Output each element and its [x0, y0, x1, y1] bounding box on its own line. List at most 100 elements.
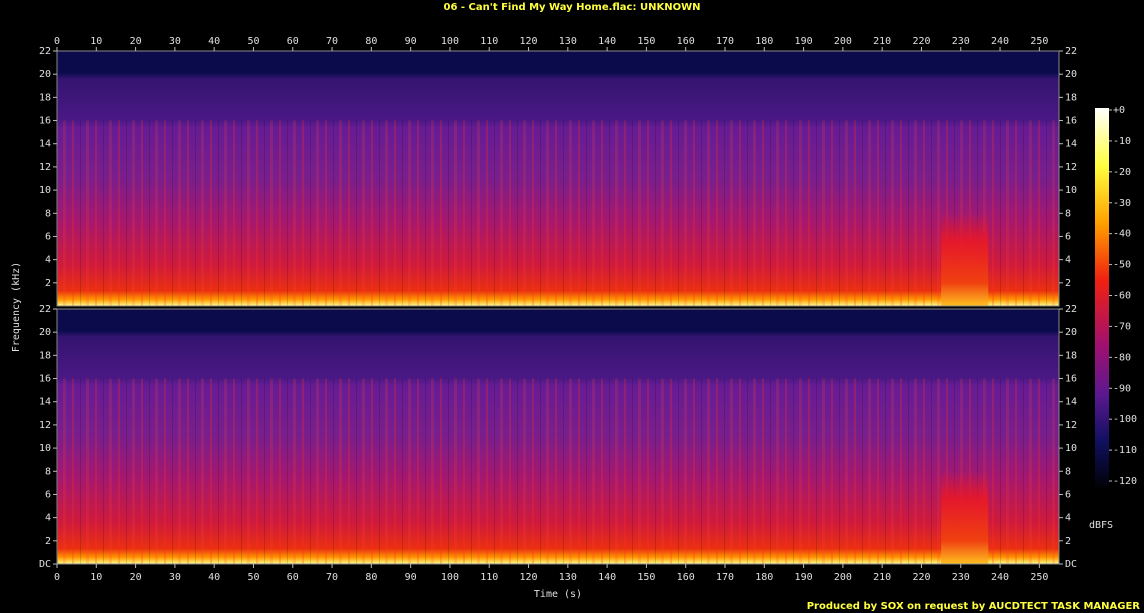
colorbar-tick-label: -80 [1113, 352, 1131, 363]
x-tick-label: 220 [912, 572, 930, 583]
x-tick-label: 20 [130, 36, 142, 47]
x-tick-label: 170 [716, 572, 734, 583]
x-tick-label: 40 [208, 36, 220, 47]
y-tick-label: 4 [1065, 513, 1071, 524]
x-tick-label: 140 [598, 572, 616, 583]
y-tick-label: 14 [39, 139, 51, 150]
y-tick-label: 6 [45, 489, 51, 500]
colorbar-tick-label: -50 [1113, 260, 1131, 271]
y-tick-label: 12 [39, 162, 51, 173]
y-tick-label: 18 [1065, 92, 1077, 103]
x-tick-label: 80 [365, 36, 377, 47]
x-tick-label: 230 [952, 572, 970, 583]
y-tick-label: 8 [45, 208, 51, 219]
plot-frame [56, 50, 1060, 307]
y-tick-label: 2 [1065, 536, 1071, 547]
y-tick-label: 6 [1065, 489, 1071, 500]
colorbar-tick-label: -110 [1113, 445, 1137, 456]
colorbar-tick-label: -70 [1113, 321, 1131, 332]
colorbar-tick-label: -20 [1113, 167, 1131, 178]
y-tick-label: 8 [45, 466, 51, 477]
colorbar-tick-label: -120 [1113, 476, 1137, 487]
x-tick-label: 30 [169, 572, 181, 583]
x-tick-label: 110 [480, 36, 498, 47]
x-tick-label: 120 [519, 572, 537, 583]
x-tick-label: 180 [755, 36, 773, 47]
x-tick-label: 100 [441, 36, 459, 47]
y-tick-label: 20 [39, 69, 51, 80]
y-tick-label: 16 [39, 374, 51, 385]
x-tick-label: 60 [287, 36, 299, 47]
x-tick-label: 150 [637, 572, 655, 583]
x-tick-label: 120 [519, 36, 537, 47]
x-tick-label: 70 [326, 572, 338, 583]
y-tick-label: 20 [1065, 69, 1077, 80]
x-tick-label: 80 [365, 572, 377, 583]
x-tick-label: 200 [834, 572, 852, 583]
x-tick-label: 190 [795, 36, 813, 47]
x-tick-label: 20 [130, 572, 142, 583]
y-tick-label: DC [1065, 559, 1077, 570]
x-tick-label: 0 [54, 572, 60, 583]
y-tick-label: 2 [45, 278, 51, 289]
x-tick-label: 40 [208, 572, 220, 583]
y-tick-label: 4 [45, 255, 51, 266]
x-tick-label: 110 [480, 572, 498, 583]
x-tick-label: 10 [90, 36, 102, 47]
caption: Produced by SOX on request by AUCDTECT T… [807, 601, 1141, 612]
y-tick-label: 22 [39, 304, 51, 315]
y-tick-label: 6 [1065, 231, 1071, 242]
x-axis-label: Time (s) [534, 589, 582, 600]
x-tick-label: 170 [716, 36, 734, 47]
x-tick-label: 210 [873, 572, 891, 583]
y-tick-label: 20 [39, 327, 51, 338]
y-tick-label: 18 [39, 92, 51, 103]
x-tick-label: 0 [54, 36, 60, 47]
x-tick-label: 50 [247, 572, 259, 583]
x-tick-label: 60 [287, 572, 299, 583]
y-tick-label: 10 [39, 443, 51, 454]
y-tick-label: 12 [39, 420, 51, 431]
x-tick-label: 180 [755, 572, 773, 583]
colorbar-tick-label: -90 [1113, 383, 1131, 394]
x-tick-label: 160 [677, 36, 695, 47]
x-tick-label: 200 [834, 36, 852, 47]
x-tick-label: 90 [405, 36, 417, 47]
colorbar-tick-label: -40 [1113, 229, 1131, 240]
colorbar-tick-label: -60 [1113, 291, 1131, 302]
colorbar-label: dBFS [1089, 520, 1113, 531]
y-tick-label: 16 [39, 116, 51, 127]
colorbar-tick-label: -10 [1113, 136, 1131, 147]
y-tick-label: 6 [45, 231, 51, 242]
x-tick-label: 160 [677, 572, 695, 583]
y-tick-label: 16 [1065, 374, 1077, 385]
colorbar-tick-label: -30 [1113, 198, 1131, 209]
y-tick-label: 8 [1065, 208, 1071, 219]
y-tick-label: 2 [45, 536, 51, 547]
x-tick-label: 150 [637, 36, 655, 47]
x-tick-label: 220 [912, 36, 930, 47]
colorbar-tick-label: -100 [1113, 414, 1137, 425]
y-axis-label: Frequency (kHz) [11, 262, 22, 352]
x-tick-label: 240 [991, 572, 1009, 583]
chart-title: 06 - Can't Find My Way Home.flac: UNKNOW… [444, 2, 701, 13]
y-tick-label: 12 [1065, 420, 1077, 431]
y-tick-label: 16 [1065, 116, 1077, 127]
x-tick-label: 70 [326, 36, 338, 47]
x-tick-label: 90 [405, 572, 417, 583]
y-tick-label: 10 [1065, 185, 1077, 196]
y-tick-label: 22 [1065, 46, 1077, 57]
spectrogram-texture [57, 378, 1059, 564]
x-tick-label: 230 [952, 36, 970, 47]
colorbar [1095, 108, 1109, 491]
x-tick-label: 210 [873, 36, 891, 47]
x-tick-label: 30 [169, 36, 181, 47]
y-tick-label: 18 [1065, 350, 1077, 361]
y-tick-label: 22 [39, 46, 51, 57]
x-tick-label: 140 [598, 36, 616, 47]
x-tick-label: 250 [1030, 572, 1048, 583]
y-tick-label: 2 [1065, 278, 1071, 289]
y-tick-label: 18 [39, 350, 51, 361]
x-tick-label: 250 [1030, 36, 1048, 47]
colorbar-tick-label: +0 [1113, 105, 1125, 116]
